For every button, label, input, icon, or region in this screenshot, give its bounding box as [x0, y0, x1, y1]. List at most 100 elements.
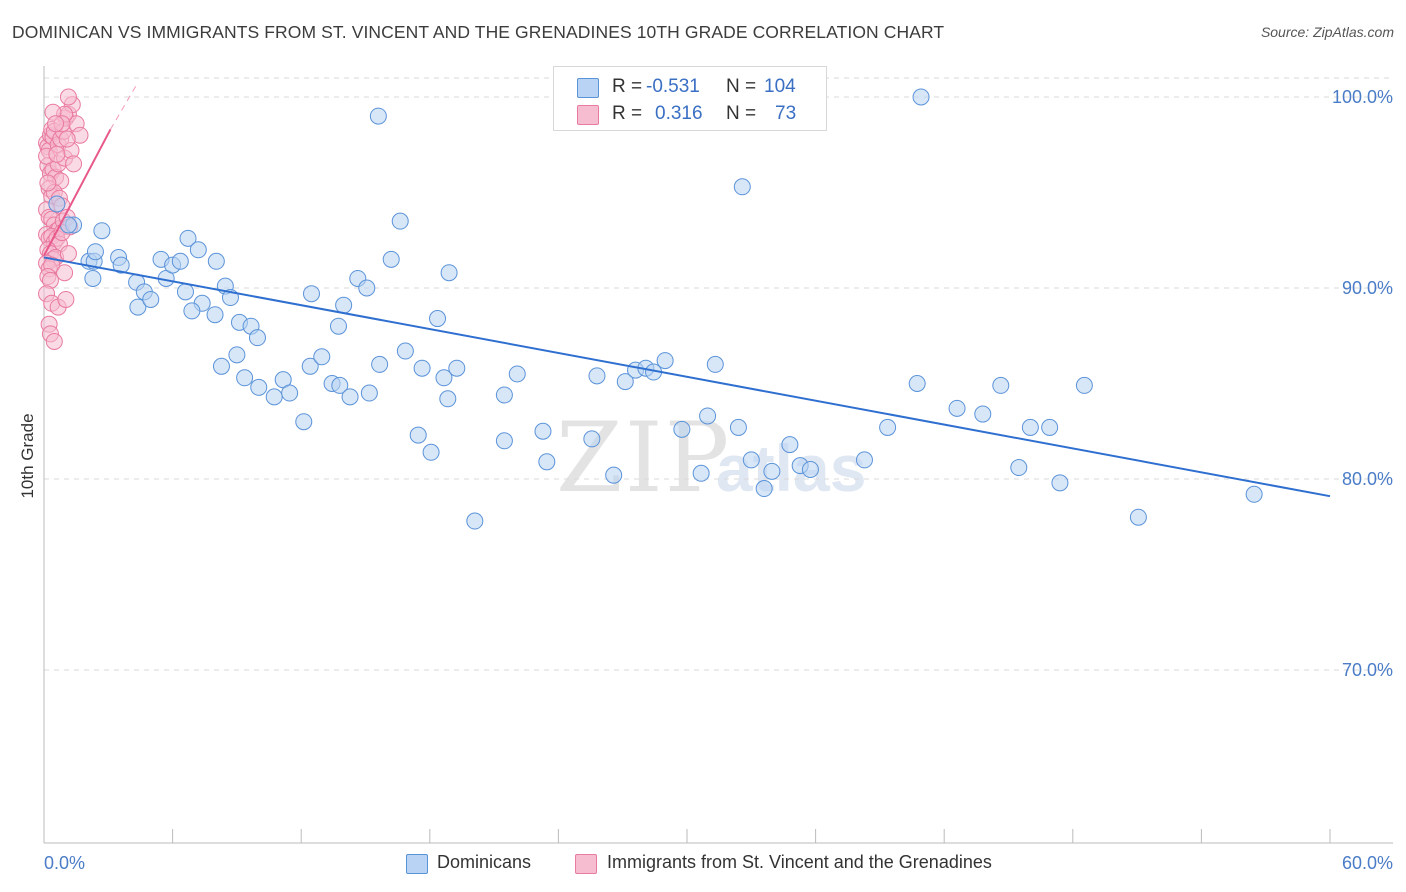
immigrants-point — [45, 332, 63, 350]
dominicans-point — [1075, 376, 1093, 394]
legend-swatch-dominicans — [406, 854, 428, 874]
dominicans-point — [409, 426, 427, 444]
dominicans-point — [1010, 459, 1028, 477]
x-tick-label: 60.0% — [1342, 853, 1393, 873]
dominicans-point — [183, 302, 201, 320]
dominicans-point — [439, 390, 457, 408]
immigrants-point — [47, 115, 65, 133]
series-legend: Dominicans Immigrants from St. Vincent a… — [0, 852, 1406, 878]
y-tick-label: 100.0% — [1332, 87, 1393, 107]
dominicans-point — [448, 359, 466, 377]
legend-swatch-pink — [577, 105, 599, 125]
legend-r-label: R = — [612, 76, 643, 97]
dominicans-point — [301, 357, 319, 375]
dominicans-point — [250, 378, 268, 396]
dominicans-point — [382, 250, 400, 268]
chart-title: DOMINICAN VS IMMIGRANTS FROM ST. VINCENT… — [12, 22, 945, 42]
dominicans-point — [908, 375, 926, 392]
dominicans-point — [948, 399, 966, 417]
immigrants-point — [59, 88, 77, 106]
axes — [43, 66, 1393, 844]
dominicans-point — [331, 376, 349, 394]
dominicans-point — [588, 367, 606, 385]
legend-r-value: -0.531 — [646, 76, 700, 97]
legend-swatch-immigrants — [575, 854, 597, 874]
dominicans-point — [86, 243, 104, 261]
legend-label-dominicans: Dominicans — [437, 852, 532, 872]
dominicans-point — [742, 451, 760, 469]
dominicans-point — [729, 418, 747, 436]
dominicans-point — [112, 256, 130, 274]
dominicans-point — [212, 357, 230, 375]
dominicans-point — [755, 480, 773, 498]
dominicans-point — [248, 329, 266, 347]
dominicans-point — [699, 407, 717, 425]
source-credit: Source: ZipAtlas.com — [1260, 24, 1394, 40]
trend-lines — [43, 85, 1331, 498]
dominicans-point — [801, 460, 819, 478]
immigrants-point — [48, 145, 66, 163]
immigrants-trend-line — [43, 129, 112, 256]
dominicans-point — [171, 252, 189, 270]
dominicans-point — [189, 241, 207, 259]
immigrants-point — [57, 290, 75, 308]
dominicans-point — [733, 178, 751, 196]
legend-n-label: N = — [726, 76, 757, 97]
dominicans-point — [466, 512, 484, 530]
watermark-zip: ZIP — [556, 402, 732, 514]
dominicans-point — [142, 290, 160, 308]
legend-n-label: N = — [726, 103, 757, 124]
dominicans-point — [265, 388, 283, 406]
dominicans-point — [605, 466, 623, 484]
dominicans-point — [616, 373, 634, 391]
legend-r-label: R = — [612, 103, 643, 124]
dominicans-point — [413, 359, 431, 377]
dominicans-point — [93, 222, 111, 240]
y-tick-label: 70.0% — [1342, 660, 1393, 680]
series-dominicans-points — [48, 88, 1263, 530]
dominicans-point — [129, 298, 147, 316]
dominicans-point — [48, 195, 66, 213]
legend-row-dominicans: R = -0.531 N = 104 — [554, 74, 826, 102]
dominicans-point — [692, 464, 710, 482]
dominicans-point — [1245, 485, 1263, 503]
dominicans-point — [207, 252, 225, 270]
dominicans-point — [369, 107, 387, 125]
legend-n-value: 73 — [775, 103, 797, 124]
y-axis-title: 10th Grade — [18, 413, 37, 498]
legend-r-value: 0.316 — [655, 103, 703, 124]
dominicans-point — [440, 264, 458, 282]
dominicans-point — [656, 352, 674, 370]
y-tick-label: 80.0% — [1342, 469, 1393, 489]
legend-row-immigrants: R = 0.316 N = 73 — [554, 101, 826, 129]
immigrants-point — [65, 155, 83, 173]
immigrants-point — [39, 174, 57, 192]
dominicans-point — [763, 462, 781, 480]
dominicans-point — [302, 285, 320, 303]
immigrants-point — [58, 130, 76, 148]
dominicans-point — [912, 88, 930, 106]
dominicans-point — [855, 451, 873, 469]
dominicans-point — [781, 436, 799, 454]
legend-swatch-blue — [577, 78, 599, 98]
dominicans-point — [391, 212, 409, 230]
immigrants-point — [59, 245, 77, 263]
tick-labels: 70.0% 80.0% 90.0% 100.0% 0.0% 60.0% — [44, 87, 1393, 873]
dominicans-point — [313, 348, 331, 366]
immigrants-point — [56, 264, 74, 282]
dominicans-point — [236, 369, 254, 387]
dominicans-point — [371, 355, 389, 373]
legend-label-immigrants: Immigrants from St. Vincent and the Gren… — [607, 852, 992, 872]
dominicans-point — [538, 453, 556, 471]
dominicans-point — [495, 386, 513, 404]
dominicans-point — [495, 432, 513, 450]
dominicans-point — [992, 376, 1010, 394]
dominicans-point — [335, 296, 353, 314]
dominicans-point — [341, 388, 359, 406]
dominicans-point — [176, 283, 194, 301]
dominicans-point — [206, 306, 224, 324]
dominicans-point — [1041, 418, 1059, 436]
dominicans-point — [1021, 418, 1039, 436]
dominicans-point — [1129, 508, 1147, 526]
